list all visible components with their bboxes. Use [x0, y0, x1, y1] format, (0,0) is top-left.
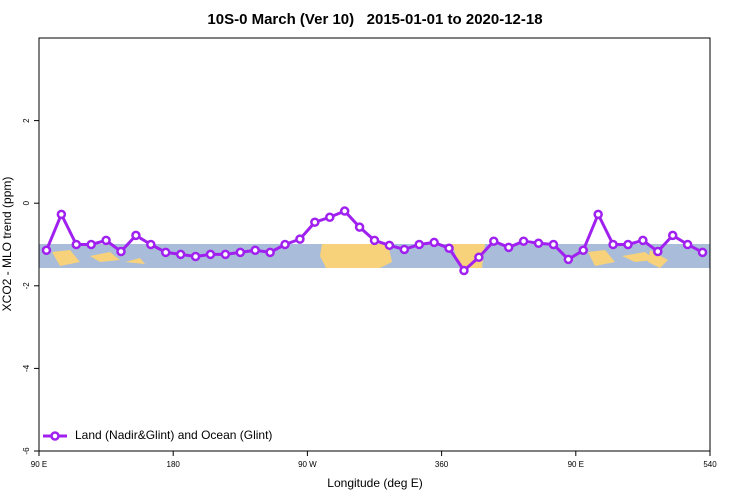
data-point [489, 236, 499, 246]
data-point [623, 239, 633, 250]
data-point [86, 239, 96, 250]
data-point [653, 246, 663, 257]
data-point [593, 209, 603, 220]
x-tick-label: 540 [703, 460, 717, 469]
y-axis-label: XCO2 - MLO trend (ppm) [0, 177, 14, 312]
data-point [146, 239, 156, 250]
data-point [354, 222, 365, 232]
data-point [384, 240, 395, 251]
legend-label: Land (Nadir&Glint) and Ocean (Glint) [75, 428, 272, 442]
x-tick-label: 360 [435, 460, 449, 469]
data-point [444, 243, 454, 253]
data-point [548, 239, 559, 250]
land-patch [52, 250, 145, 266]
land-patch [588, 250, 668, 268]
data-point [41, 245, 52, 256]
data-point [369, 235, 380, 246]
land-patch [320, 244, 392, 268]
data-point [533, 238, 544, 249]
data-point [310, 217, 320, 227]
y-tick-label: -6 [22, 447, 31, 455]
data-point [667, 230, 678, 241]
data-point [682, 239, 693, 250]
data-point [131, 230, 141, 241]
data-point [429, 237, 439, 248]
data-point [250, 245, 260, 256]
data-point [280, 239, 290, 250]
data-point [414, 239, 424, 250]
x-tick-label: 90 E [568, 460, 584, 469]
data-point [578, 245, 589, 256]
data-point [399, 244, 410, 255]
y-tick-label: 2 [22, 118, 31, 123]
x-axis-label: Longitude (deg E) [327, 476, 422, 490]
data-point [608, 239, 618, 250]
data-point [205, 249, 216, 260]
data-point [71, 239, 82, 250]
data-point [265, 247, 275, 258]
data-point [190, 251, 201, 262]
data-point [116, 246, 126, 257]
x-tick-label: 90 W [298, 460, 317, 469]
plot-frame [38, 37, 711, 452]
chart-title: 10S-0 March (Ver 10) 2015-01-01 to 2020-… [207, 11, 542, 28]
data-point [325, 212, 335, 222]
data-point [339, 206, 350, 216]
map-strip [39, 244, 710, 268]
data-point [160, 247, 171, 258]
land-patch [452, 244, 485, 268]
legend-marker [50, 431, 60, 441]
data-point [563, 254, 574, 265]
data-point [56, 209, 67, 220]
y-tick-label: -2 [22, 282, 31, 290]
data-point [175, 249, 186, 260]
data-point [459, 265, 469, 276]
y-tick-label: 0 [22, 200, 31, 205]
data-point [697, 247, 708, 258]
data-point [474, 252, 484, 263]
x-tick-label: 180 [167, 460, 181, 469]
data-point [295, 234, 305, 244]
data-point [503, 242, 514, 253]
y-tick-label: -4 [22, 364, 31, 372]
data-point [101, 235, 111, 246]
x-tick-label: 90 E [31, 460, 47, 469]
data-point [220, 249, 231, 260]
data-point [638, 235, 648, 246]
data-point [518, 236, 529, 246]
data-point [235, 247, 246, 258]
